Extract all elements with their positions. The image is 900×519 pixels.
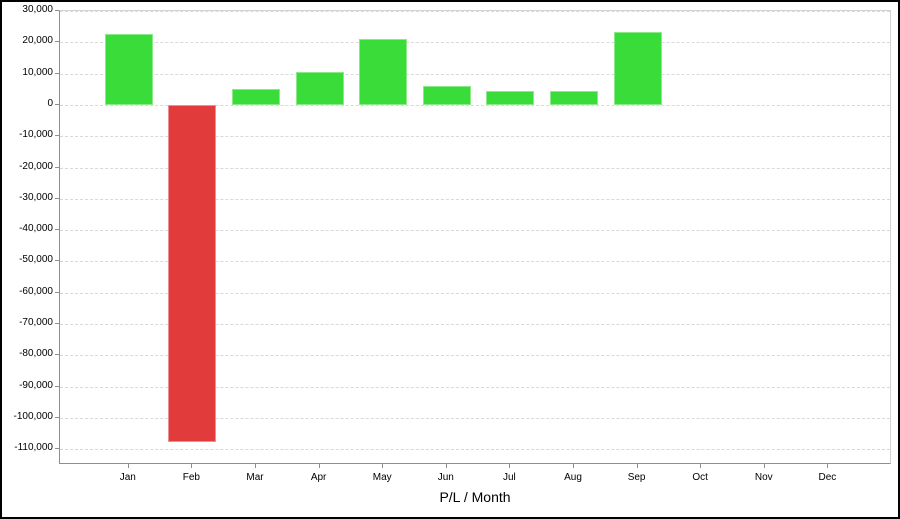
- y-axis-label: -20,000: [19, 160, 53, 172]
- plot-area: [59, 10, 891, 464]
- y-axis-label: -90,000: [19, 379, 53, 391]
- y-axis-label: -110,000: [14, 442, 53, 454]
- y-axis-label: 30,000: [22, 4, 53, 15]
- gridline: [60, 104, 890, 106]
- y-axis-tick: [55, 166, 59, 168]
- y-axis-tick: [55, 197, 59, 199]
- y-axis-label: -60,000: [19, 285, 53, 297]
- x-axis-tick: [318, 464, 320, 468]
- x-axis-label-aug: Aug: [564, 472, 582, 483]
- x-axis-tick: [827, 464, 829, 468]
- bar-jul: [486, 90, 535, 105]
- bar-may: [359, 38, 408, 105]
- x-axis-tick: [255, 464, 256, 468]
- gridline: [60, 386, 890, 388]
- x-axis-tick: [127, 464, 129, 468]
- gridline: [60, 355, 890, 357]
- gridline: [60, 73, 890, 75]
- bar-feb: [168, 104, 217, 442]
- x-axis-label-nov: Nov: [754, 472, 773, 483]
- gridline: [60, 449, 890, 451]
- y-axis-label: -80,000: [19, 348, 53, 360]
- y-axis-label: 20,000: [22, 35, 53, 47]
- x-axis-title: P/L / Month: [439, 489, 511, 505]
- y-axis-tick: [55, 229, 59, 231]
- x-axis-label-dec: Dec: [818, 472, 837, 483]
- bar-apr: [295, 71, 344, 105]
- gridline: [60, 11, 890, 12]
- gridline: [60, 324, 890, 326]
- y-axis-tick: [55, 417, 59, 419]
- gridline: [60, 230, 890, 232]
- gridline: [60, 261, 890, 263]
- y-axis-tick: [55, 10, 59, 11]
- y-axis-label: -40,000: [19, 223, 53, 235]
- x-axis-tick: [763, 464, 765, 468]
- x-axis-label-apr: Apr: [310, 472, 327, 483]
- y-axis-tick: [55, 354, 59, 356]
- gridline: [60, 136, 890, 138]
- x-axis-tick: [636, 464, 638, 468]
- gridline: [60, 42, 890, 44]
- x-axis-tick: [191, 464, 193, 468]
- gridline: [60, 292, 890, 294]
- y-axis-label: 0: [47, 97, 53, 109]
- x-axis-label-jun: Jun: [437, 472, 454, 483]
- y-axis-label: -100,000: [13, 411, 53, 423]
- y-axis-tick: [55, 103, 59, 105]
- y-axis-tick: [55, 448, 59, 450]
- x-axis-label-mar: Mar: [246, 472, 264, 483]
- y-axis-tick: [55, 291, 59, 293]
- bar-jun: [422, 85, 471, 105]
- bar-sep: [613, 31, 662, 105]
- y-axis-label: -50,000: [19, 254, 53, 266]
- x-axis-label-jul: Jul: [502, 472, 516, 483]
- x-axis-label-feb: Feb: [182, 472, 200, 483]
- x-axis-label-jan: Jan: [119, 472, 136, 483]
- x-axis-label-oct: Oct: [692, 472, 708, 483]
- x-axis-tick: [573, 464, 574, 468]
- x-axis-label-sep: Sep: [627, 472, 646, 483]
- y-axis-tick: [55, 260, 59, 262]
- y-axis-label: -70,000: [19, 317, 53, 329]
- gridline: [60, 167, 890, 169]
- y-axis-label: -10,000: [19, 129, 53, 141]
- y-axis-tick: [55, 72, 59, 74]
- gridline: [60, 198, 890, 200]
- y-axis-label: 10,000: [22, 66, 53, 78]
- bar-jan: [104, 34, 153, 105]
- y-axis-tick: [55, 385, 59, 387]
- bar-aug: [550, 91, 598, 105]
- y-axis-tick: [55, 323, 59, 325]
- y-axis-label: -30,000: [19, 191, 53, 203]
- x-axis-label-may: May: [372, 472, 392, 483]
- x-axis-tick: [700, 464, 702, 468]
- x-axis-tick: [445, 464, 447, 468]
- bar-mar: [232, 88, 280, 105]
- x-axis-tick: [382, 464, 384, 468]
- gridline: [60, 418, 890, 420]
- y-axis-tick: [55, 41, 59, 43]
- x-axis-tick: [509, 464, 511, 468]
- y-axis-tick: [55, 135, 59, 137]
